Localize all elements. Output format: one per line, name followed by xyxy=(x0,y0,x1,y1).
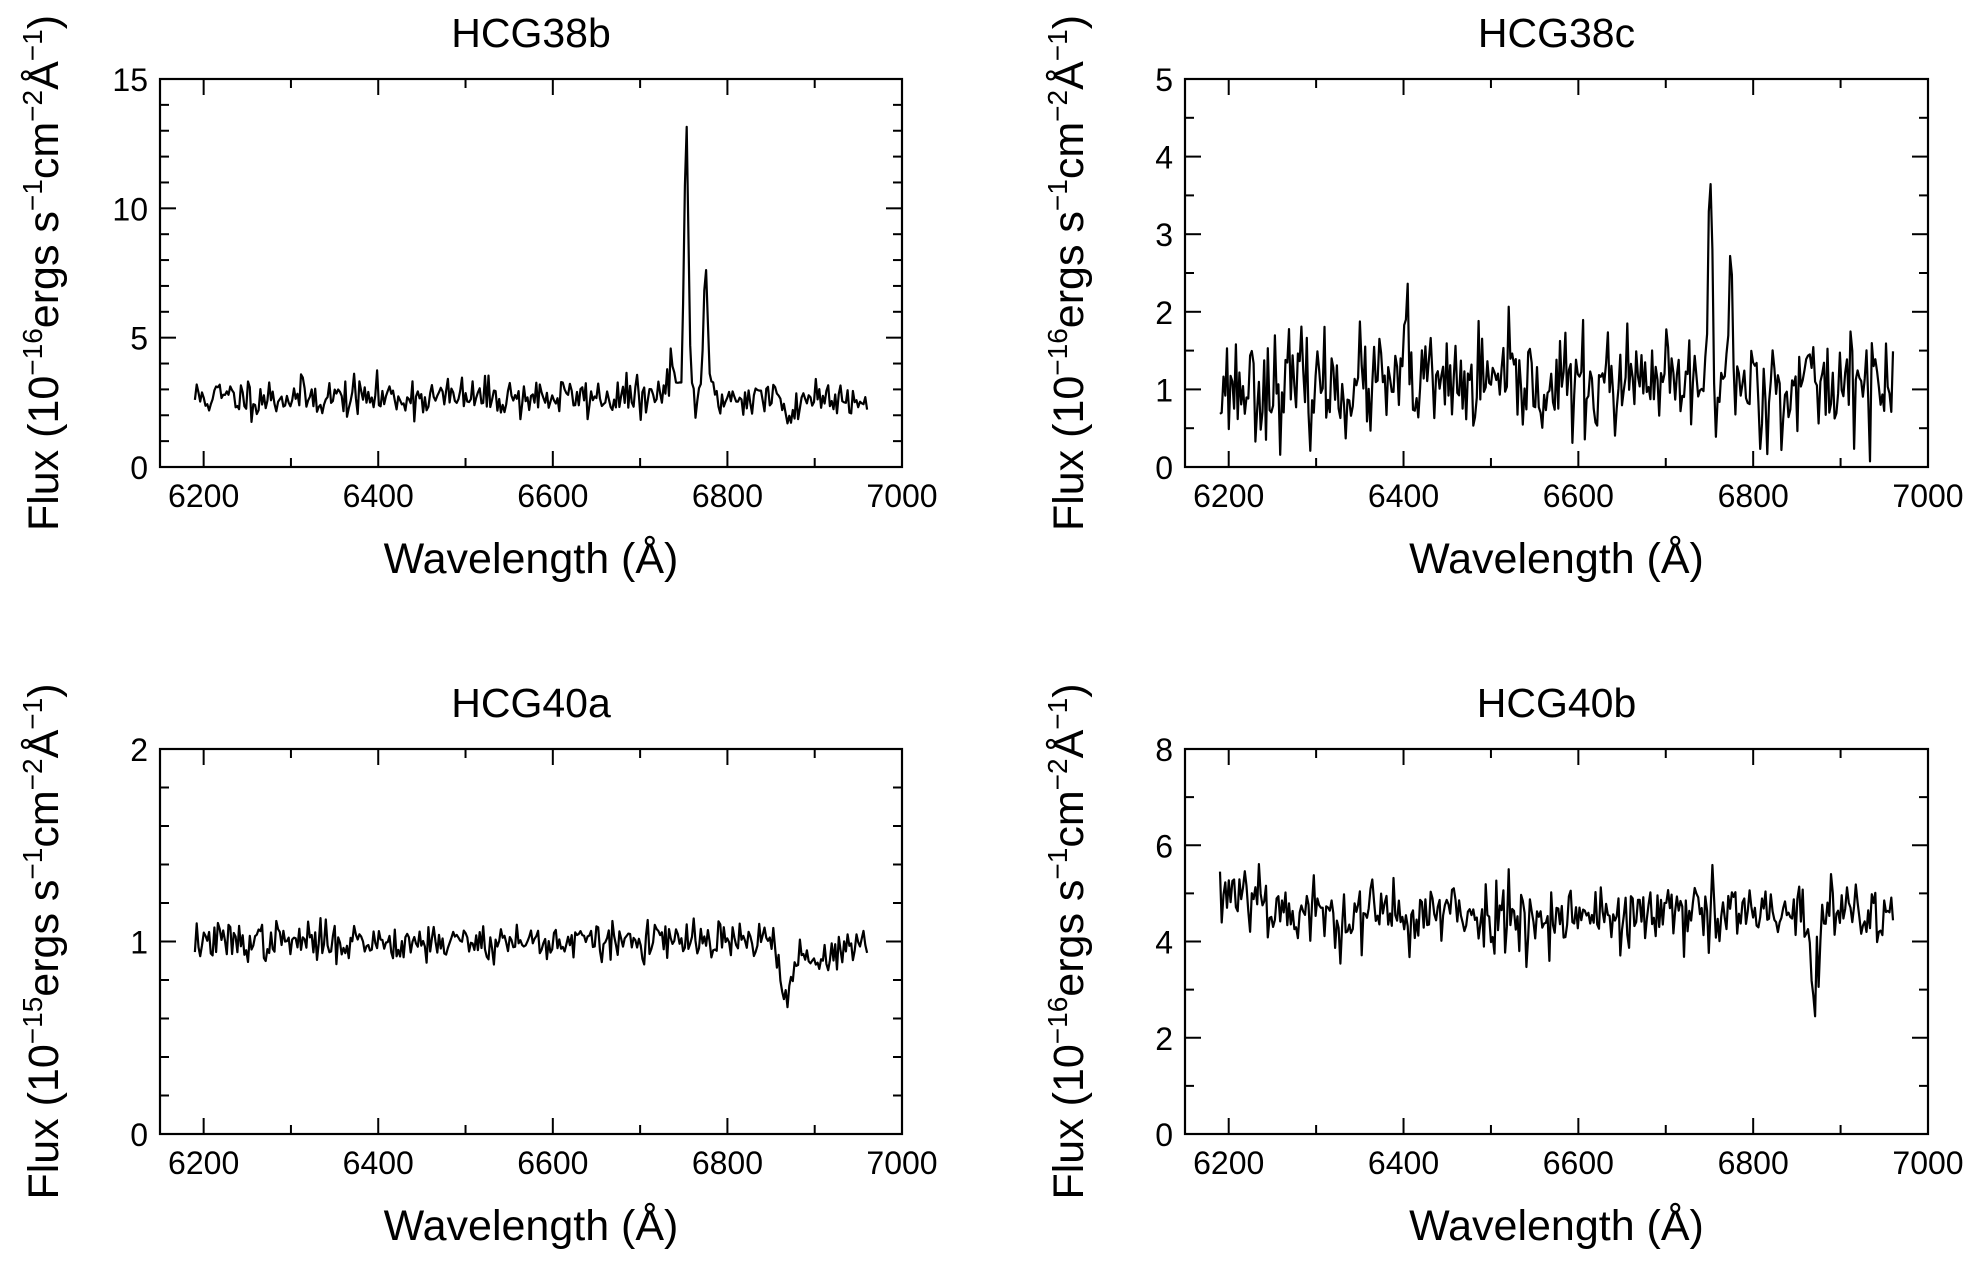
panel-hcg40b: HCG40b 6200 6400 6600 6800 7000 0 2 4 6 8 Wavelengt… xyxy=(1042,680,1964,1250)
x-tick-label: 6800 xyxy=(1718,478,1789,514)
x-tick-label: 6600 xyxy=(517,1145,588,1181)
x-tick-label: 6200 xyxy=(1193,478,1264,514)
y-tick-label: 4 xyxy=(1155,925,1173,961)
y-axis-label: Flux (10−15ergs s−1cm−2Å−1) xyxy=(17,683,68,1199)
y-label-prefix: Flux (10 xyxy=(1045,1044,1093,1199)
y-tick-label: 4 xyxy=(1155,140,1173,176)
y-label-mid1: ergs s xyxy=(20,211,68,328)
y-label-suffix: ) xyxy=(20,683,68,697)
y-label-mid2: cm xyxy=(20,122,68,179)
panel-hcg38b: HCG38b 6200 6400 6600 6800 7000 0 5 10 15 Waveleng… xyxy=(17,10,938,583)
y-tick-label: 6 xyxy=(1155,828,1173,864)
y-label-mid2: cm xyxy=(1045,790,1093,847)
y-label-prefix: Flux (10 xyxy=(20,376,68,531)
y-label-exp2: −1 xyxy=(1042,848,1073,880)
x-tick-label: 6400 xyxy=(343,478,414,514)
y-label-mid3: Å xyxy=(20,729,68,758)
y-tick-label: 1 xyxy=(130,925,148,961)
chart-title: HCG40a xyxy=(451,680,611,726)
spectrum-line-hcg40b xyxy=(1218,862,1895,1018)
y-tick-label: 0 xyxy=(1155,450,1173,486)
chart-title: HCG38b xyxy=(451,10,611,56)
y-label-exp4: −1 xyxy=(1042,29,1073,61)
x-tick-label: 7000 xyxy=(1892,478,1963,514)
y-tick-label: 10 xyxy=(112,191,148,227)
y-label-exp4: −1 xyxy=(17,698,48,730)
spectrum-line-hcg38c xyxy=(1219,183,1895,463)
y-label-exp3: −2 xyxy=(17,758,48,790)
y-label-suffix: ) xyxy=(1045,683,1093,697)
x-axis-label: Wavelength (Å) xyxy=(384,535,679,583)
x-tick-label: 6200 xyxy=(1193,1145,1264,1181)
y-label-exp1: −15 xyxy=(17,997,48,1045)
y-tick-label: 0 xyxy=(130,1117,148,1153)
x-tick-label: 6600 xyxy=(1543,478,1614,514)
y-label-mid2: cm xyxy=(1045,122,1093,179)
chart-title: HCG40b xyxy=(1477,680,1637,726)
x-axis-label: Wavelength (Å) xyxy=(384,1202,679,1250)
y-label-exp1: −16 xyxy=(17,328,48,376)
y-label-exp1: −16 xyxy=(1042,997,1073,1045)
chart-title: HCG38c xyxy=(1478,10,1635,56)
y-tick-label: 2 xyxy=(1155,1021,1173,1057)
x-tick-label: 6600 xyxy=(517,478,588,514)
spectrum-line-hcg38b xyxy=(193,125,869,425)
x-tick-label: 6800 xyxy=(692,1145,763,1181)
y-tick-label: 8 xyxy=(1155,732,1173,768)
x-tick-label: 6800 xyxy=(1718,1145,1789,1181)
panel-hcg38c: HCG38c 6200 6400 6600 6800 7000 0 1 2 3 4 5 Waveleng… xyxy=(1042,10,1964,583)
y-label-mid1: ergs s xyxy=(20,880,68,997)
x-tick-label: 7000 xyxy=(866,1145,937,1181)
x-axis-label: Wavelength (Å) xyxy=(1409,535,1704,583)
y-tick-label: 3 xyxy=(1155,217,1173,253)
y-tick-label: 1 xyxy=(1155,372,1173,408)
y-label-prefix: Flux (10 xyxy=(20,1044,68,1199)
y-tick-label: 0 xyxy=(130,450,148,486)
y-label-mid3: Å xyxy=(1045,61,1093,90)
y-tick-label: 15 xyxy=(112,62,148,98)
y-label-mid3: Å xyxy=(20,61,68,90)
y-label-mid2: cm xyxy=(20,790,68,847)
x-tick-label: 6200 xyxy=(168,1145,239,1181)
y-axis-label: Flux (10−16ergs s−1cm−2Å−1) xyxy=(17,15,68,531)
x-tick-label: 7000 xyxy=(1892,1145,1963,1181)
y-label-exp3: −2 xyxy=(17,90,48,122)
panel-hcg40a: HCG40a 6200 6400 6600 6800 7000 0 1 2 Wavelength … xyxy=(17,680,938,1250)
x-tick-label: 6200 xyxy=(168,478,239,514)
y-axis-label: Flux (10−16ergs s−1cm−2Å−1) xyxy=(1042,683,1093,1199)
y-label-mid1: ergs s xyxy=(1045,211,1093,328)
y-axis-label: Flux (10−16ergs s−1cm−2Å−1) xyxy=(1042,15,1093,531)
y-label-mid1: ergs s xyxy=(1045,880,1093,997)
x-tick-label: 7000 xyxy=(866,478,937,514)
y-tick-label: 0 xyxy=(1155,1117,1173,1153)
y-label-exp2: −1 xyxy=(17,848,48,880)
y-tick-label: 5 xyxy=(130,321,148,357)
y-label-suffix: ) xyxy=(20,15,68,29)
plot-frame xyxy=(1183,77,1930,469)
spectrum-line-hcg40a xyxy=(193,916,869,1009)
y-tick-label: 2 xyxy=(1155,295,1173,331)
x-axis-label: Wavelength (Å) xyxy=(1409,1202,1704,1250)
x-tick-label: 6400 xyxy=(1368,1145,1439,1181)
y-label-mid3: Å xyxy=(1045,729,1093,758)
y-label-exp3: −2 xyxy=(1042,90,1073,122)
y-label-exp1: −16 xyxy=(1042,328,1073,376)
y-tick-label: 5 xyxy=(1155,62,1173,98)
y-label-exp2: −1 xyxy=(17,179,48,211)
x-tick-label: 6800 xyxy=(692,478,763,514)
x-tick-label: 6600 xyxy=(1543,1145,1614,1181)
y-label-exp4: −1 xyxy=(1042,698,1073,730)
x-tick-label: 6400 xyxy=(1368,478,1439,514)
y-label-suffix: ) xyxy=(1045,15,1093,29)
plot-frame xyxy=(158,77,904,469)
y-label-exp2: −1 xyxy=(1042,179,1073,211)
y-label-exp3: −2 xyxy=(1042,758,1073,790)
y-label-prefix: Flux (10 xyxy=(1045,376,1093,531)
y-label-exp4: −1 xyxy=(17,29,48,61)
y-tick-label: 2 xyxy=(130,732,148,768)
x-tick-label: 6400 xyxy=(343,1145,414,1181)
